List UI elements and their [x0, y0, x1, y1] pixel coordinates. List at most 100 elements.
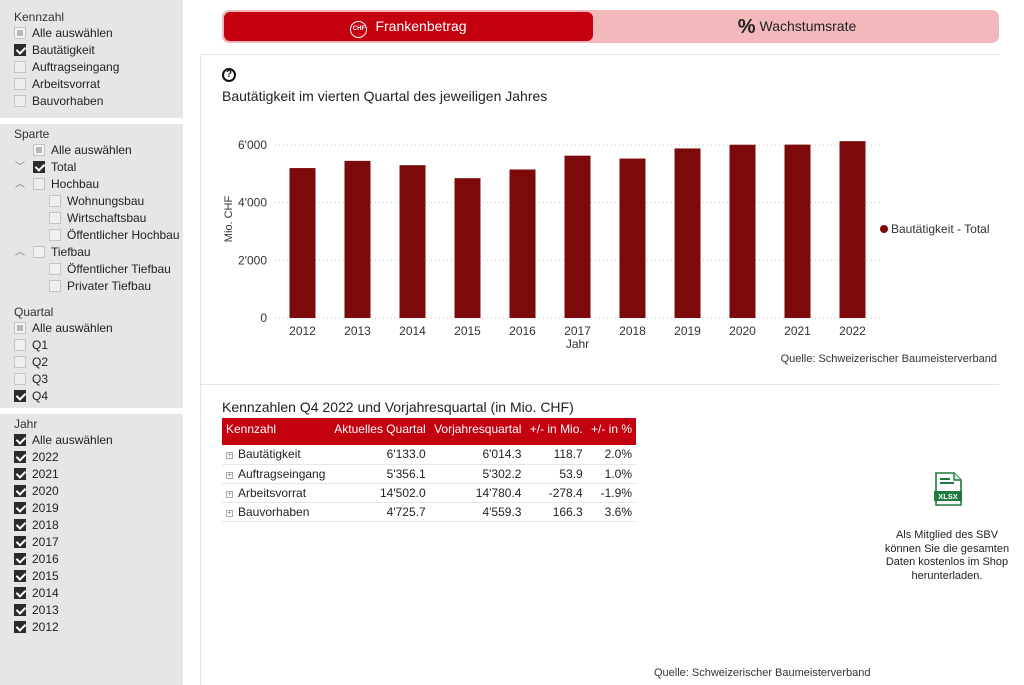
slicer-option-quartal[interactable]: Alle auswählen [0, 320, 183, 337]
bar[interactable] [784, 144, 811, 318]
slicer-option-jahr[interactable]: 2014 [0, 585, 183, 602]
checkbox-checked-icon[interactable] [14, 519, 26, 531]
slicer-option-kennzahl[interactable]: Bauvorhaben [0, 93, 183, 110]
slicer-option-label: Alle auswählen [32, 433, 113, 447]
slicer-option-jahr[interactable]: 2012 [0, 619, 183, 636]
table-header-cell[interactable]: Aktuelles Quartal [329, 418, 430, 445]
slicer-option-jahr[interactable]: 2017 [0, 534, 183, 551]
slicer-option-kennzahl[interactable]: Alle auswählen [0, 25, 183, 42]
slicer-option-sparte[interactable]: ︿ Tiefbau [0, 244, 183, 261]
slicer-option-sparte[interactable]: Öffentlicher Hochbau [0, 227, 183, 244]
checkbox-icon[interactable] [49, 280, 61, 292]
slicer-option-sparte[interactable]: Öffentlicher Tiefbau [0, 261, 183, 278]
slicer-option-jahr[interactable]: 2018 [0, 517, 183, 534]
checkbox-checked-icon[interactable] [14, 451, 26, 463]
table-row[interactable]: + Auftragseingang 5'356.1 5'302.2 53.9 1.0% [222, 464, 636, 484]
checkbox-partial-icon[interactable] [14, 27, 26, 39]
checkbox-icon[interactable] [14, 339, 26, 351]
checkbox-icon[interactable] [14, 373, 26, 385]
frankenbetrag-button[interactable]: CHF Frankenbetrag [224, 12, 593, 41]
slicer-option-quartal[interactable]: Q4 [0, 388, 183, 405]
table-cell: 118.7 [525, 445, 587, 465]
bar[interactable] [564, 155, 591, 318]
slicer-option-sparte[interactable]: Wohnungsbau [0, 193, 183, 210]
checkbox-icon[interactable] [14, 356, 26, 368]
checkbox-icon[interactable] [33, 178, 45, 190]
slicer-option-sparte[interactable]: Alle auswählen [0, 142, 183, 159]
slicer-option-quartal[interactable]: Q1 [0, 337, 183, 354]
slicer-option-jahr[interactable]: 2013 [0, 602, 183, 619]
slicer-option-jahr[interactable]: 2015 [0, 568, 183, 585]
checkbox-checked-icon[interactable] [14, 485, 26, 497]
wachstumsrate-button[interactable]: % Wachstumsrate [597, 12, 997, 41]
slicer-option-label: Tiefbau [51, 245, 91, 259]
expand-row-icon[interactable]: + [226, 490, 233, 498]
checkbox-checked-icon[interactable] [14, 621, 26, 633]
expand-chevron-icon[interactable]: ﹀ [15, 162, 25, 173]
table-row[interactable]: + Bautätigkeit 6'133.0 6'014.3 118.7 2.0% [222, 445, 636, 465]
x-tick-label: 2021 [784, 324, 811, 338]
chart-legend[interactable]: Bautätigkeit - Total [880, 222, 990, 236]
slicer-option-label: 2014 [32, 586, 59, 600]
slicer-option-kennzahl[interactable]: Auftragseingang [0, 59, 183, 76]
checkbox-checked-icon[interactable] [14, 44, 26, 56]
checkbox-partial-icon[interactable] [14, 322, 26, 334]
bar[interactable] [399, 165, 426, 318]
bar[interactable] [289, 168, 316, 318]
checkbox-checked-icon[interactable] [14, 390, 26, 402]
checkbox-checked-icon[interactable] [14, 536, 26, 548]
checkbox-checked-icon[interactable] [14, 468, 26, 480]
bar[interactable] [509, 169, 536, 318]
checkbox-icon[interactable] [14, 61, 26, 73]
checkbox-icon[interactable] [49, 212, 61, 224]
bar[interactable] [839, 141, 866, 318]
slicer-option-sparte[interactable]: ﹀ Total [0, 159, 183, 176]
slicer-option-kennzahl[interactable]: Bautätigkeit [0, 42, 183, 59]
checkbox-checked-icon[interactable] [14, 587, 26, 599]
help-icon[interactable]: ? [222, 68, 236, 82]
slicer-option-jahr[interactable]: 2020 [0, 483, 183, 500]
bar[interactable] [454, 178, 481, 318]
slicer-option-label: Total [51, 160, 77, 174]
slicer-option-sparte[interactable]: Wirtschaftsbau [0, 210, 183, 227]
slicer-option-jahr[interactable]: 2021 [0, 466, 183, 483]
slicer-option-jahr[interactable]: 2019 [0, 500, 183, 517]
checkbox-icon[interactable] [49, 195, 61, 207]
bar[interactable] [729, 144, 756, 318]
slicer-option-kennzahl[interactable]: Arbeitsvorrat [0, 76, 183, 93]
checkbox-partial-icon[interactable] [33, 144, 45, 156]
checkbox-checked-icon[interactable] [33, 161, 45, 173]
table-row[interactable]: + Bauvorhaben 4'725.7 4'559.3 166.3 3.6% [222, 502, 636, 522]
checkbox-checked-icon[interactable] [14, 434, 26, 446]
checkbox-checked-icon[interactable] [14, 553, 26, 565]
checkbox-checked-icon[interactable] [14, 502, 26, 514]
table-header-cell[interactable]: +/- in % [586, 418, 636, 445]
expand-chevron-icon[interactable]: ︿ [15, 179, 25, 190]
expand-chevron-icon[interactable]: ︿ [15, 247, 25, 258]
expand-row-icon[interactable]: + [226, 509, 233, 517]
table-header-cell[interactable]: Vorjahresquartal [429, 418, 526, 445]
checkbox-icon[interactable] [49, 229, 61, 241]
slicer-option-jahr[interactable]: Alle auswählen [0, 432, 183, 449]
xlsx-icon[interactable]: XLSX [934, 472, 962, 506]
slicer-option-quartal[interactable]: Q3 [0, 371, 183, 388]
bar[interactable] [344, 160, 371, 318]
checkbox-checked-icon[interactable] [14, 570, 26, 582]
table-header-cell[interactable]: Kennzahl [222, 418, 330, 445]
checkbox-icon[interactable] [14, 78, 26, 90]
slicer-option-sparte[interactable]: ︿ Hochbau [0, 176, 183, 193]
slicer-option-jahr[interactable]: 2016 [0, 551, 183, 568]
slicer-option-quartal[interactable]: Q2 [0, 354, 183, 371]
checkbox-checked-icon[interactable] [14, 604, 26, 616]
table-header-cell[interactable]: +/- in Mio. [525, 418, 587, 445]
bar[interactable] [674, 148, 701, 318]
checkbox-icon[interactable] [33, 246, 45, 258]
checkbox-icon[interactable] [14, 95, 26, 107]
expand-row-icon[interactable]: + [226, 452, 233, 460]
slicer-option-jahr[interactable]: 2022 [0, 449, 183, 466]
slicer-option-sparte[interactable]: Privater Tiefbau [0, 278, 183, 295]
table-row[interactable]: + Arbeitsvorrat 14'502.0 14'780.4 -278.4 -1.9… [222, 483, 636, 503]
checkbox-icon[interactable] [49, 263, 61, 275]
expand-row-icon[interactable]: + [226, 471, 233, 479]
bar[interactable] [619, 158, 646, 318]
